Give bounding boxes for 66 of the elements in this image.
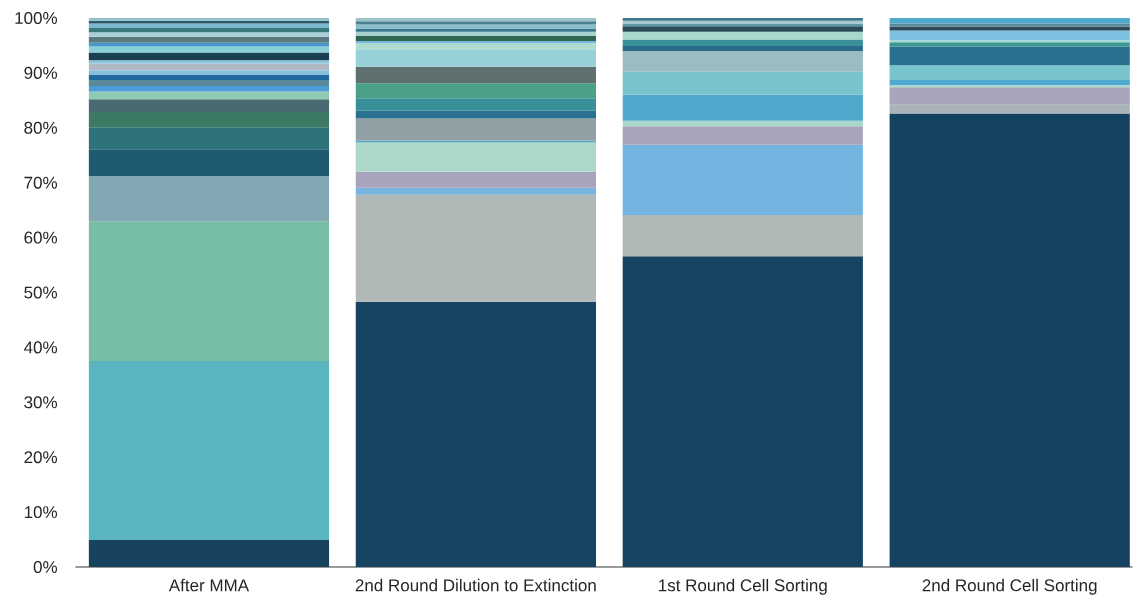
bar — [88, 91, 330, 100]
bar — [889, 30, 1130, 40]
y-tick-label: 40% — [24, 341, 58, 354]
y-tick-label: 20% — [24, 451, 58, 464]
x-tick-label: 2nd Round Cell Sorting — [922, 578, 1097, 595]
bar — [88, 86, 330, 92]
bar — [622, 50, 863, 72]
bar — [88, 70, 330, 76]
bar — [355, 301, 596, 567]
bar — [889, 42, 1130, 47]
bar — [355, 36, 596, 42]
bar — [622, 126, 863, 145]
bar — [88, 540, 330, 567]
bar — [622, 256, 863, 567]
y-tick-label: 60% — [24, 231, 58, 244]
bar — [88, 361, 330, 541]
y-tick-label: 100% — [15, 11, 58, 25]
bar — [622, 144, 863, 216]
bar — [355, 31, 596, 37]
bar — [355, 194, 596, 302]
y-tick-label: 30% — [24, 396, 58, 409]
bar — [88, 221, 330, 362]
x-tick-label: 1st Round Cell Sorting — [659, 578, 827, 595]
bar — [622, 215, 863, 257]
bar — [88, 63, 330, 71]
bar — [355, 17, 596, 22]
bar — [889, 80, 1130, 85]
y-tick-label: 90% — [24, 66, 58, 79]
bar — [88, 99, 330, 112]
bar — [355, 118, 596, 141]
y-tick-label: 10% — [24, 506, 58, 519]
bar — [355, 41, 596, 44]
bar — [88, 27, 330, 33]
bar — [88, 23, 330, 28]
bar — [88, 80, 330, 87]
bar — [889, 113, 1130, 567]
x-tick-label: After MMA — [168, 578, 250, 592]
bar — [88, 176, 330, 222]
x-tick-label: 2nd Round Dilution to Extinction — [355, 578, 596, 592]
y-tick-label: 80% — [24, 121, 58, 134]
bar — [622, 45, 863, 51]
y-tick-label: 70% — [24, 176, 58, 189]
bar — [88, 127, 330, 150]
bar — [88, 46, 330, 53]
y-tick-label: 0% — [33, 560, 58, 574]
bar — [889, 84, 1130, 88]
bar — [88, 60, 330, 64]
bar — [88, 36, 330, 43]
bar — [355, 187, 596, 195]
bar — [355, 66, 596, 84]
bar — [355, 171, 596, 188]
bar — [355, 83, 596, 99]
bar — [889, 39, 1130, 43]
bar — [889, 23, 1130, 27]
bar — [88, 75, 330, 81]
y-tick-label: 50% — [24, 286, 58, 299]
bar — [889, 104, 1130, 114]
bar — [88, 111, 330, 128]
bar — [355, 43, 596, 50]
bar — [88, 32, 330, 37]
bar — [88, 52, 330, 61]
bar — [88, 149, 330, 177]
bar — [88, 42, 330, 47]
bar — [355, 142, 596, 172]
bar — [355, 49, 596, 67]
bar — [355, 140, 596, 143]
